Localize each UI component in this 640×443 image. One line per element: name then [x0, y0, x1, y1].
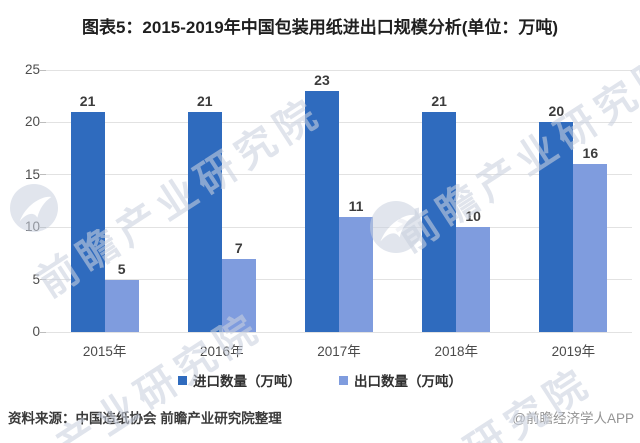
- x-axis-label: 2019年: [551, 344, 596, 359]
- y-axis-tick-label: 20: [24, 114, 40, 130]
- y-axis-tick: [40, 121, 46, 123]
- x-axis-label: 2017年: [317, 344, 361, 359]
- bar-value-label: 5: [117, 260, 126, 277]
- credit-text: @前瞻经济学人APP: [512, 411, 634, 426]
- x-axis-label: 2016年: [200, 344, 244, 359]
- bar-value-label: 11: [348, 197, 364, 214]
- bar: [304, 90, 339, 332]
- y-axis-tick-label: 10: [24, 219, 40, 235]
- bar-group: 21 10: [422, 92, 491, 332]
- bar-column: 21: [422, 92, 457, 332]
- legend-label: 进口数量（万吨）: [193, 374, 301, 389]
- bar-value-label: 7: [234, 239, 243, 256]
- bar-column: 21: [70, 92, 105, 332]
- bar: [422, 111, 457, 332]
- bar-group: 23 11: [304, 71, 373, 332]
- bar-groups: 21 5 21 7 23 11 21 10 20 16: [46, 70, 632, 332]
- x-axis-label: 2018年: [434, 344, 478, 359]
- bar-value-label: 23: [314, 71, 330, 88]
- bar-column: 10: [456, 208, 491, 332]
- legend-label: 出口数量（万吨）: [354, 374, 462, 389]
- bar: [70, 111, 105, 332]
- gridline: [46, 69, 632, 71]
- bar: [104, 279, 139, 332]
- bar-value-label: 10: [465, 208, 481, 225]
- bar-column: 7: [221, 239, 256, 332]
- bar-group: 21 5: [70, 92, 139, 332]
- y-axis-labels: 0 5 10 15 20 25: [8, 62, 40, 339]
- bar: [338, 216, 373, 332]
- bar-column: 16: [573, 145, 608, 332]
- gridline: [46, 174, 632, 176]
- y-axis-tick: [40, 279, 46, 281]
- y-axis-tick: [40, 331, 46, 333]
- watermark-text: 前瞻产业研究院: [294, 350, 602, 443]
- bar-value-label: 16: [582, 145, 599, 162]
- legend-swatch: [339, 375, 348, 385]
- bar: [539, 122, 574, 332]
- x-axis-label: 2015年: [82, 344, 127, 359]
- chart-legend: 进口数量（万吨） 出口数量（万吨）: [0, 370, 640, 390]
- bar-column: 11: [338, 197, 373, 332]
- chart-title: 图表5：2015-2019年中国包装用纸进出口规模分析(单位：万吨): [81, 18, 559, 37]
- bar-column: 20: [539, 103, 574, 332]
- bar-value-label: 20: [548, 103, 565, 120]
- legend-swatch: [178, 375, 187, 385]
- gridline: [46, 121, 632, 123]
- bar-column: 5: [104, 260, 139, 332]
- y-axis-tick-label: 0: [32, 324, 40, 339]
- legend-item: 出口数量（万吨）: [339, 370, 462, 390]
- y-axis-tick: [40, 174, 46, 176]
- bar-value-label: 21: [79, 92, 96, 109]
- legend-item: 进口数量（万吨）: [178, 370, 301, 390]
- bar: [573, 164, 608, 332]
- bar-group: 20 16: [539, 103, 608, 332]
- y-axis-tick-label: 5: [32, 271, 40, 287]
- y-axis-tick-label: 25: [24, 62, 40, 77]
- bar: [187, 111, 222, 332]
- bar: [221, 258, 256, 332]
- gridline: [46, 331, 632, 333]
- y-axis-tick-label: 15: [24, 166, 40, 182]
- bar-value-label: 21: [196, 92, 213, 109]
- bar-column: 21: [187, 92, 222, 332]
- bar: [456, 227, 491, 332]
- plot-area: 21 5 21 7 23 11 21 10 20 16: [40, 69, 632, 333]
- x-axis-labels: 2015年 2016年 2017年 2018年 2019年: [46, 340, 632, 360]
- bar-value-label: 21: [431, 92, 447, 109]
- y-axis-tick: [40, 69, 46, 71]
- bar-column: 23: [304, 71, 339, 332]
- bar-group: 21 7: [187, 92, 256, 332]
- source-text: 资料来源：中国造纸协会 前瞻产业研究院整理: [8, 411, 282, 426]
